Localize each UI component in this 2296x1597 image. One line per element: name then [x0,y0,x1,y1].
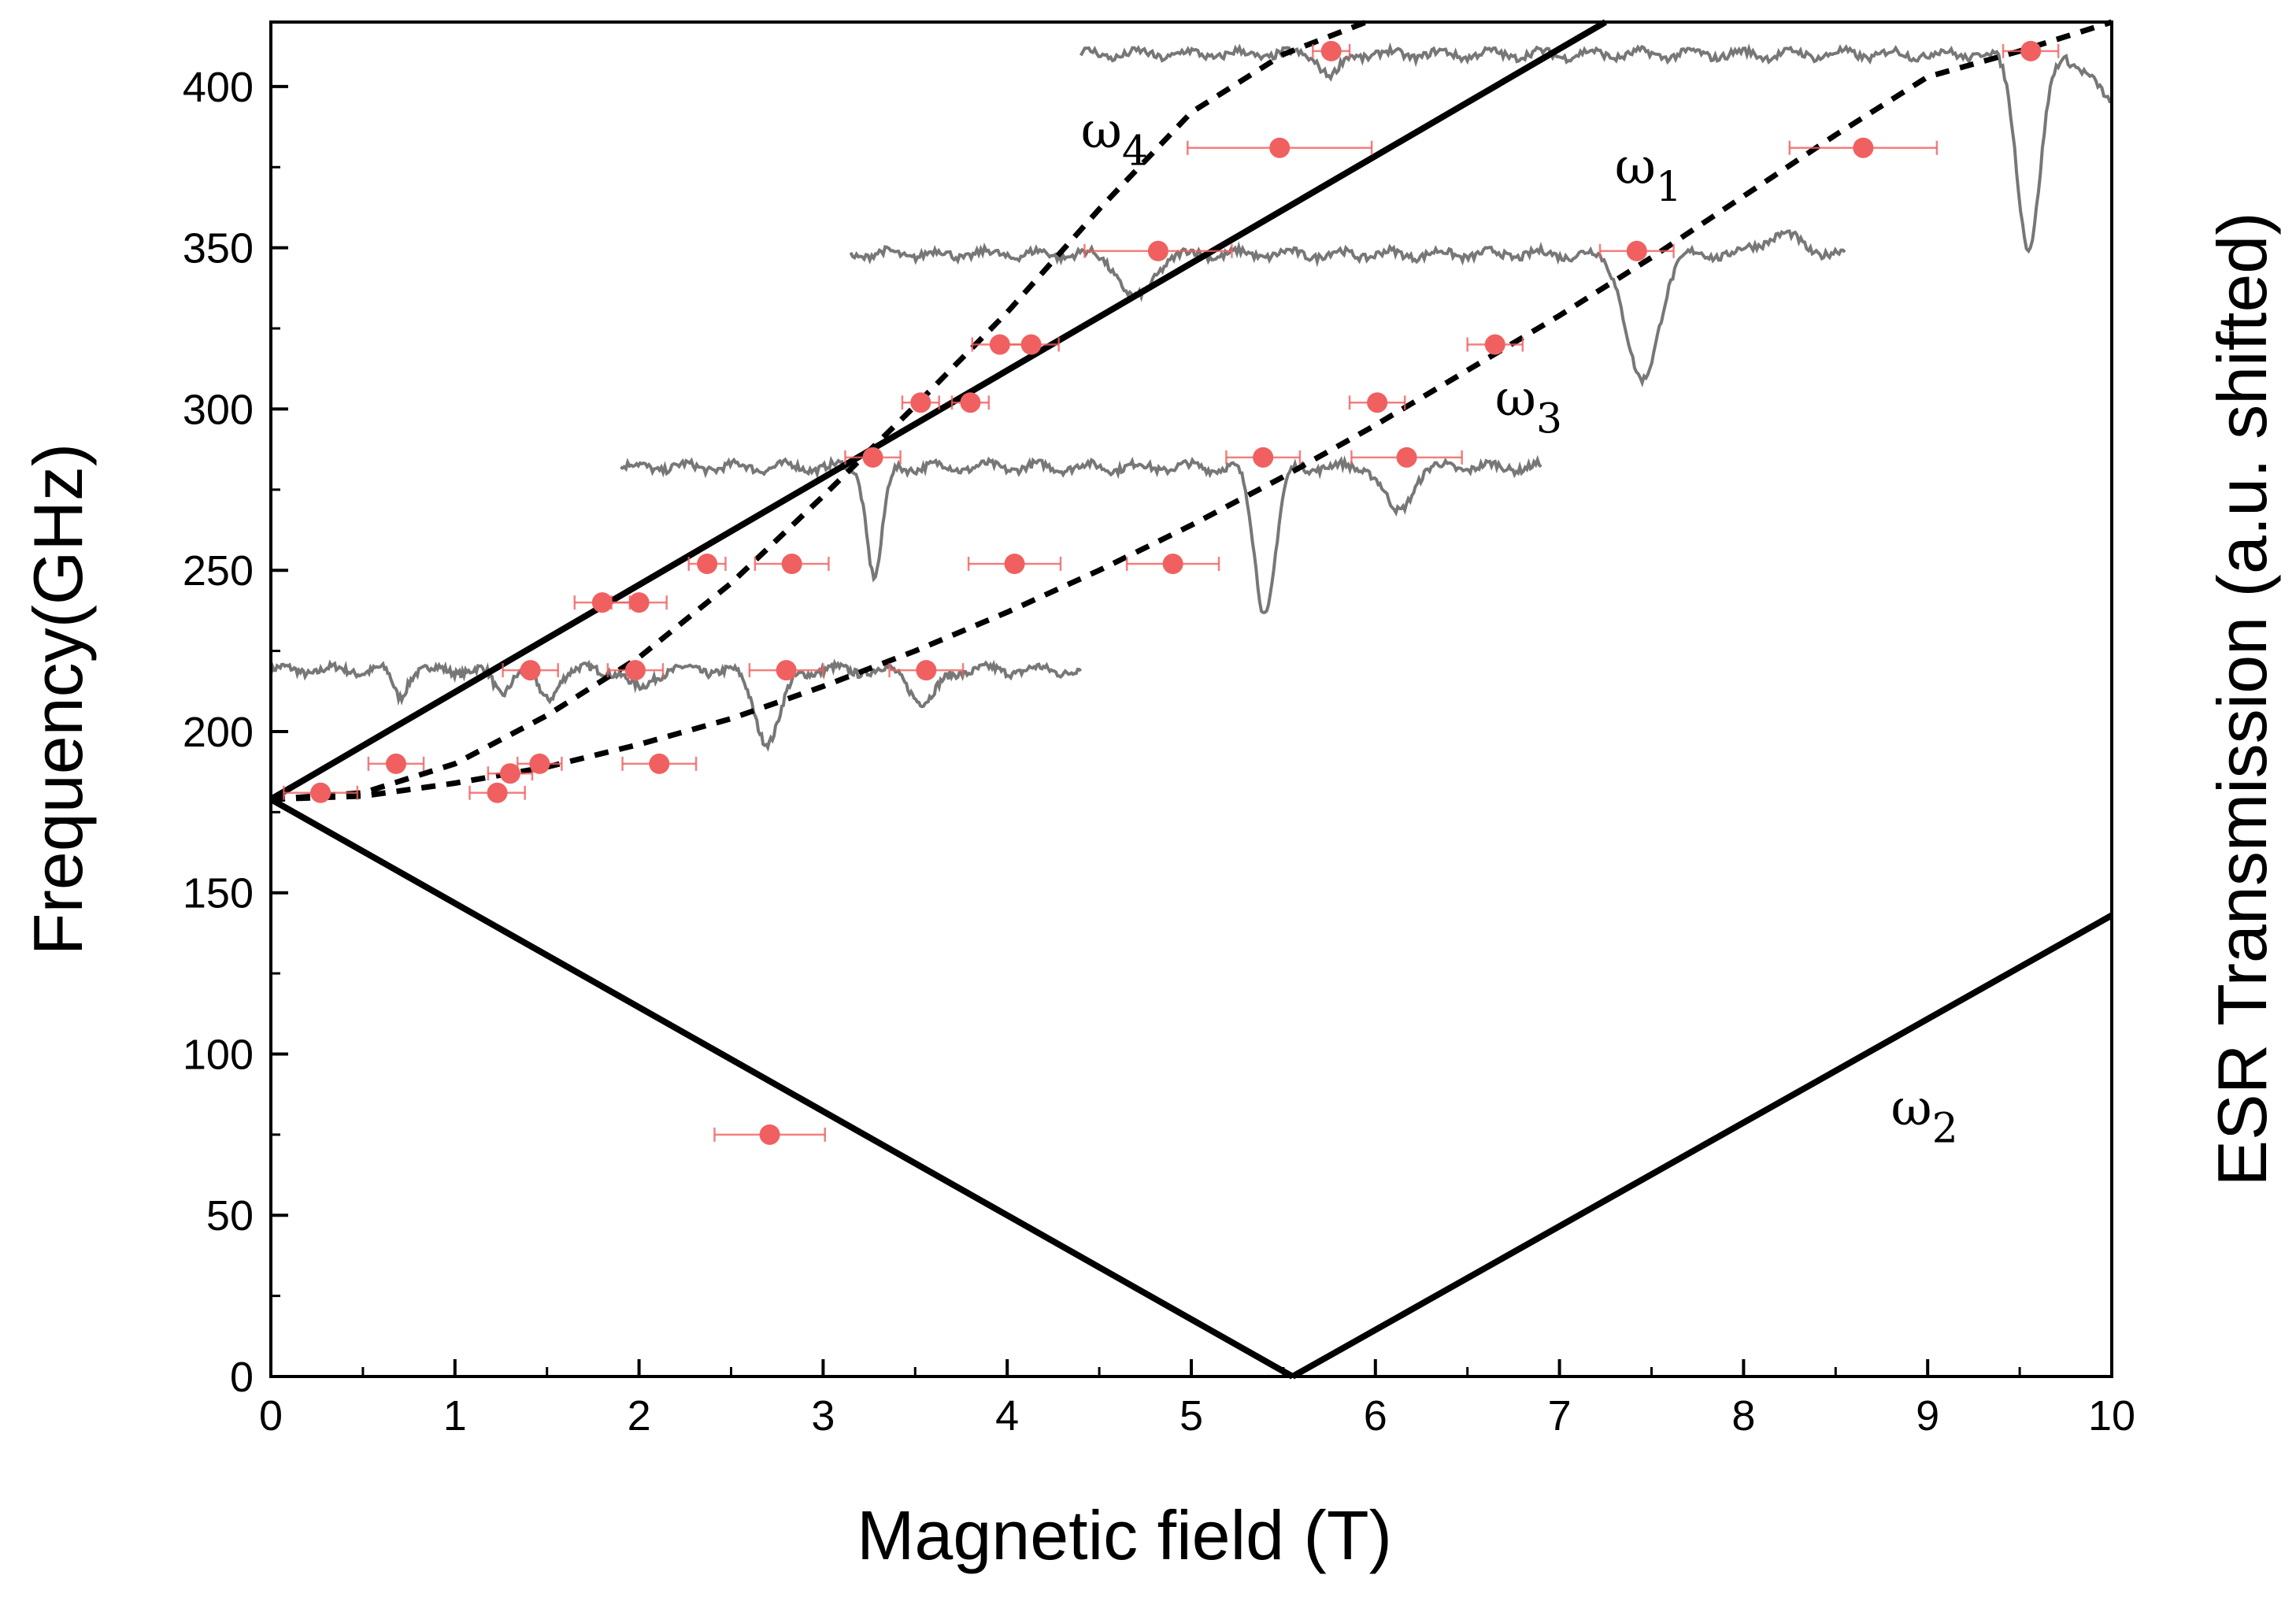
x-tick-label: 0 [259,1392,283,1440]
data-point [624,660,646,681]
mode-label: ω3 [1495,370,1562,443]
data-point [1269,137,1291,158]
data-point [1396,446,1417,468]
data-point [1004,554,1025,574]
data-point [1626,240,1647,261]
data-point [1147,240,1168,261]
data-point [529,753,550,774]
mode-label: ω2 [1890,1080,1957,1153]
mode-label: ω1 [1615,138,1682,211]
data-point [1853,137,1874,158]
data-point [591,592,613,613]
data-point [989,334,1010,355]
x-tick-label: 4 [995,1392,1019,1440]
x-tick-label: 10 [2088,1392,2135,1440]
y-tick-label: 0 [230,1354,254,1401]
data-point [649,753,670,774]
mode-labels: ω1 ω2 ω3 ω4 [1081,102,1958,1153]
data-point [1367,392,1388,413]
esr-spectrum-trace [269,658,1083,752]
data-point [916,660,937,681]
x-tick-label: 7 [1548,1392,1572,1440]
x-tick-label: 8 [1731,1392,1755,1440]
data-point [520,660,541,681]
data-point [781,554,802,574]
y-tick-label: 100 [183,1031,254,1078]
y-tick-label: 250 [183,547,254,595]
mode-line-3 [270,19,2113,802]
mode-line-2 [1291,912,2113,1380]
data-point [697,554,718,574]
y-tick-label: 50 [206,1192,254,1239]
data-point [2020,40,2042,61]
mode-lines [268,19,2113,1380]
y2-axis-title: ESR Transmission (a.u. shifted) [2203,212,2281,1186]
y-tick-label: 350 [183,225,254,272]
data-point [1253,446,1274,468]
data-point [910,392,931,413]
data-point [310,782,331,803]
y-tick-label: 400 [183,64,254,111]
x-tick-label: 1 [443,1392,467,1440]
x-axis-title: Magnetic field (T) [857,1496,1392,1574]
data-point [776,660,797,681]
data-point [385,753,406,774]
data-point [628,592,650,613]
data-point [759,1124,780,1145]
data-point [487,782,508,803]
data-point [862,446,883,468]
data-point [1162,554,1183,574]
x-tick-label: 2 [628,1392,651,1440]
x-tick-label: 3 [811,1392,835,1440]
x-tick-label: 9 [1916,1392,1939,1440]
esr-spectrum-trace [620,454,1542,614]
data-point [1020,334,1042,355]
data-points [283,40,2060,1145]
data-point [960,392,981,413]
x-tick-label: 6 [1364,1392,1387,1440]
x-tick-label: 5 [1179,1392,1203,1440]
mode-line-1 [268,19,1608,802]
data-point [499,763,520,784]
esr-spectra [269,42,2112,752]
esr-spectrum-trace [1079,42,2112,254]
mode-label: ω4 [1081,102,1148,176]
y-axis-title: Frequency(GHz) [19,443,97,955]
data-point [1320,40,1342,61]
data-point [1484,334,1505,355]
esr-spectrum-trace [849,229,1846,388]
y-tick-label: 150 [183,870,254,917]
mode-line-2a [269,796,1294,1380]
y-tick-label: 300 [183,386,254,433]
y-tick-label: 200 [183,709,254,756]
mode-line-4 [270,19,1368,802]
